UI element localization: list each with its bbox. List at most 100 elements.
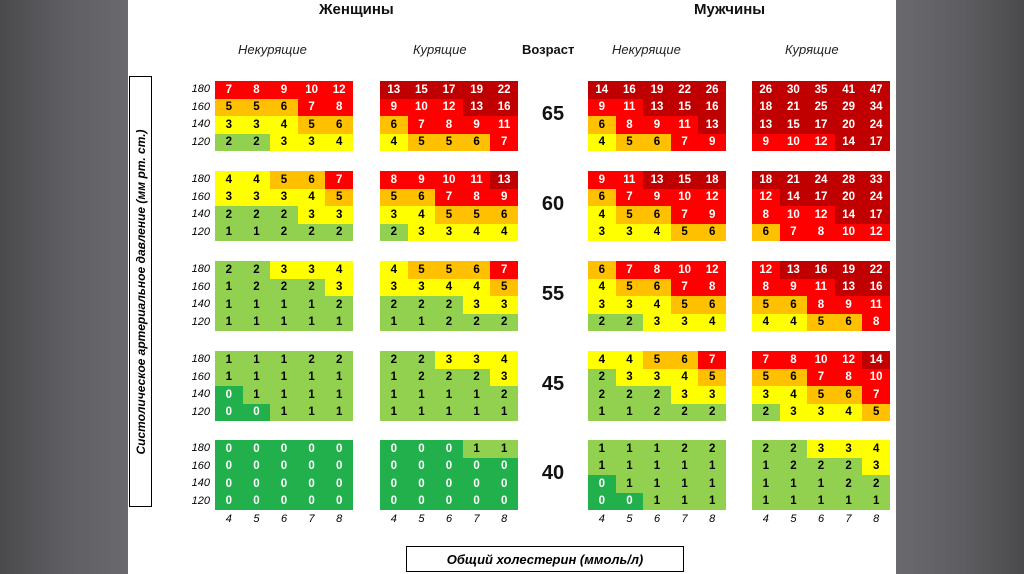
risk-cell: 13	[643, 98, 671, 116]
cholesterol-tick-label: 4	[762, 513, 769, 525]
risk-cell: 24	[862, 188, 890, 206]
risk-cell: 8	[807, 296, 835, 314]
risk-cell: 0	[380, 457, 408, 475]
risk-cell: 1	[752, 457, 780, 475]
risk-cell: 6	[779, 368, 808, 386]
risk-cell: 2	[435, 368, 463, 386]
cholesterol-tick-label: 5	[418, 513, 425, 525]
risk-cell: 3	[588, 223, 616, 241]
risk-cell: 10	[807, 351, 835, 369]
risk-cell: 4	[698, 313, 726, 331]
risk-cell: 28	[834, 171, 863, 189]
risk-cell: 0	[435, 492, 463, 510]
risk-cell: 1	[380, 368, 408, 386]
risk-cell: 2	[643, 403, 671, 421]
risk-cell: 5	[490, 278, 518, 296]
risk-cell: 2	[752, 440, 780, 458]
risk-cell: 1	[407, 386, 436, 404]
risk-cell: 1	[325, 403, 353, 421]
risk-cell: 1	[270, 296, 298, 314]
risk-cell: 35	[807, 81, 835, 99]
risk-cell: 1	[834, 492, 863, 510]
risk-cell: 3	[297, 206, 326, 224]
risk-cell: 3	[643, 368, 671, 386]
risk-cell: 21	[779, 98, 808, 116]
risk-cell: 0	[462, 475, 491, 493]
risk-cell: 2	[779, 440, 808, 458]
risk-cell: 1	[643, 457, 671, 475]
cholesterol-tick-label: 4	[225, 513, 232, 525]
risk-cell: 1	[270, 313, 298, 331]
risk-cell: 7	[215, 81, 243, 99]
risk-cell: 0	[435, 440, 463, 458]
risk-cell: 2	[380, 351, 408, 369]
risk-cell: 8	[807, 223, 835, 241]
risk-cell: 19	[643, 81, 671, 99]
risk-cell: 3	[407, 223, 436, 241]
risk-cell: 1	[698, 475, 726, 493]
risk-cell: 1	[698, 457, 726, 475]
risk-cell: 0	[325, 440, 353, 458]
risk-cell: 8	[752, 278, 780, 296]
risk-cell: 6	[462, 261, 491, 279]
risk-cell: 6	[588, 261, 616, 279]
sbp-tick-label: 120	[191, 494, 210, 507]
risk-cell: 3	[462, 351, 491, 369]
cholesterol-tick-label: 7	[845, 513, 852, 525]
cholesterol-tick-label: 6	[817, 513, 825, 525]
risk-cell: 0	[270, 440, 298, 458]
risk-cell: 1	[615, 403, 644, 421]
risk-cell: 2	[435, 313, 463, 331]
sbp-tick-label: 180	[191, 263, 210, 275]
risk-cell: 2	[325, 296, 353, 314]
risk-cell: 14	[834, 133, 863, 151]
risk-cell: 4	[325, 261, 353, 279]
risk-cell: 4	[270, 116, 298, 134]
risk-cell: 1	[435, 403, 463, 421]
risk-cell: 0	[242, 492, 271, 510]
risk-cell: 3	[698, 386, 726, 404]
age-label: 55	[541, 283, 565, 305]
risk-cell: 3	[435, 351, 463, 369]
risk-cell: 4	[670, 368, 699, 386]
risk-cell: 5	[380, 188, 408, 206]
risk-cell: 9	[462, 116, 491, 134]
risk-cell: 0	[462, 492, 491, 510]
risk-cell: 7	[807, 368, 835, 386]
risk-cell: 13	[834, 278, 863, 296]
risk-cell: 6	[670, 351, 699, 369]
women-smoker-label: Курящие	[413, 42, 467, 57]
risk-cell: 1	[325, 313, 353, 331]
risk-cell: 5	[242, 98, 271, 116]
risk-cell: 5	[752, 296, 780, 314]
risk-cell: 5	[215, 98, 243, 116]
risk-cell: 9	[643, 188, 671, 206]
risk-cell: 4	[490, 351, 518, 369]
risk-cell: 5	[643, 351, 671, 369]
risk-cell: 22	[670, 81, 699, 99]
risk-cell: 3	[242, 188, 271, 206]
risk-cell: 1	[643, 440, 671, 458]
sbp-tick-label: 120	[191, 315, 210, 328]
risk-cell: 7	[670, 206, 699, 224]
men-smoker-label: Курящие	[785, 42, 839, 57]
risk-cell: 10	[435, 171, 463, 189]
risk-cell: 8	[643, 261, 671, 279]
men-nonsmoker-label: Некурящие	[612, 42, 681, 57]
risk-cell: 1	[779, 475, 808, 493]
risk-cell: 6	[588, 116, 616, 134]
risk-cell: 13	[779, 261, 808, 279]
risk-cell: 5	[407, 261, 436, 279]
sbp-tick-label: 140	[191, 118, 210, 130]
risk-cell: 18	[752, 98, 780, 116]
risk-cell: 26	[752, 81, 780, 99]
risk-cell: 9	[752, 133, 780, 151]
risk-cell: 5	[407, 133, 436, 151]
risk-cell: 1	[462, 386, 491, 404]
risk-cell: 0	[490, 492, 518, 510]
risk-cell: 1	[490, 440, 518, 458]
risk-cell: 1	[807, 475, 835, 493]
risk-cell: 0	[588, 475, 616, 493]
risk-cell: 0	[325, 492, 353, 510]
risk-cell: 15	[779, 116, 808, 134]
